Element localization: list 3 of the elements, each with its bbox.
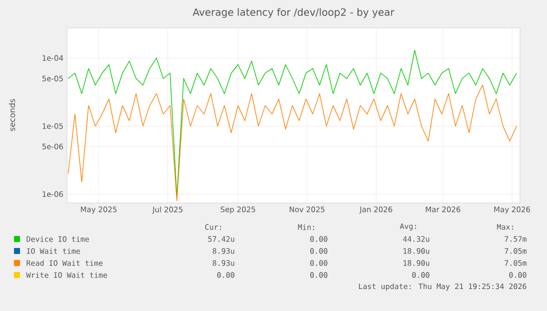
line-series [68, 84, 517, 202]
chart-title: Average latency for /dev/loop2 - by year [192, 8, 394, 18]
y-axis-title: seconds [8, 99, 16, 131]
